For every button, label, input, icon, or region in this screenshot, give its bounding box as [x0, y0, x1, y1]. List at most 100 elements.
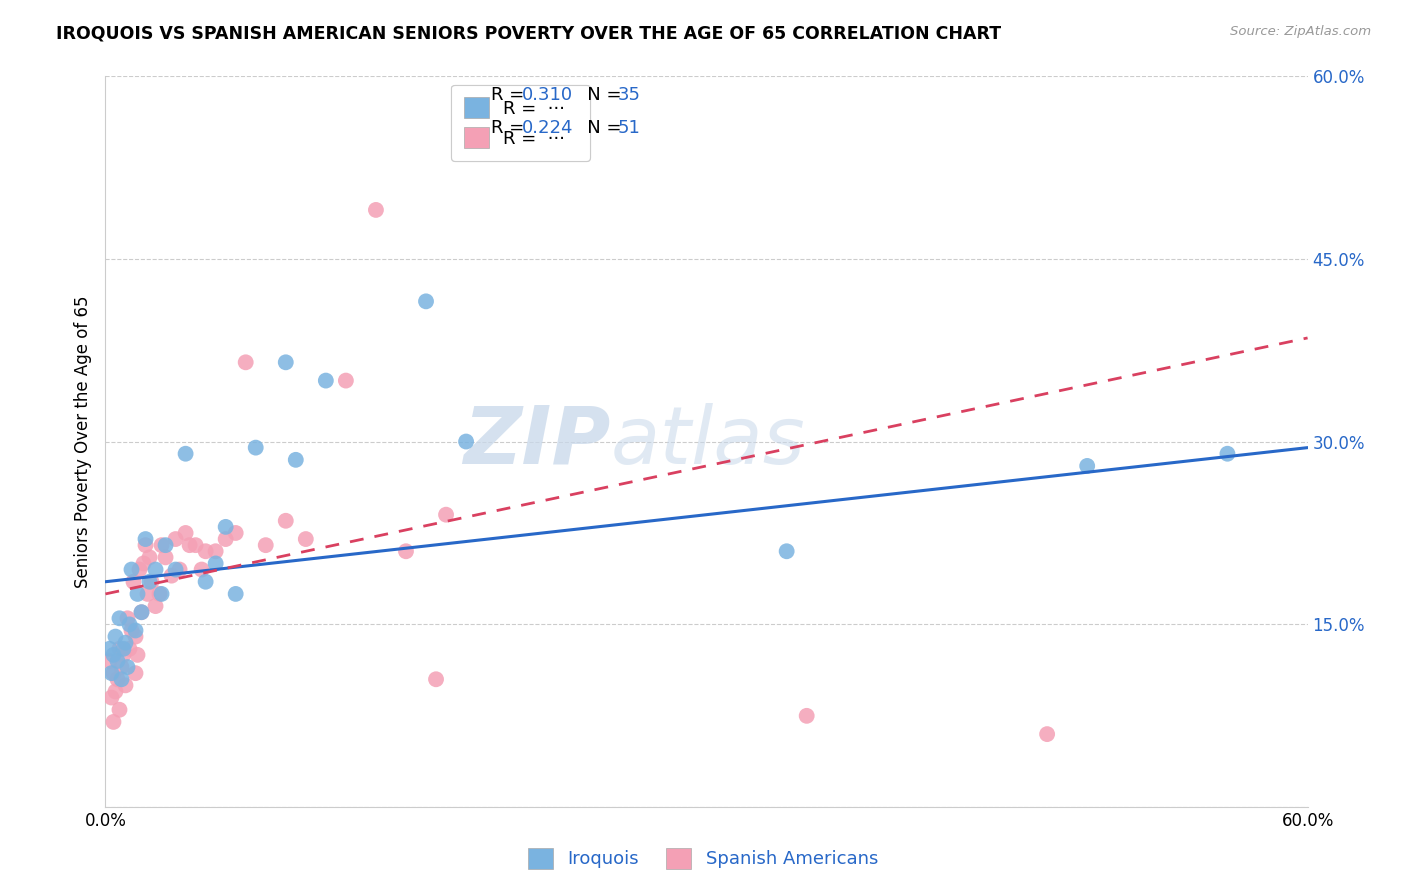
Point — [434, 508, 457, 522]
Point — [245, 441, 267, 455]
Point — [117, 611, 139, 625]
Point — [128, 563, 150, 577]
Point — [179, 538, 201, 552]
Point — [184, 538, 207, 552]
Point — [131, 605, 153, 619]
Point — [155, 538, 177, 552]
Point — [174, 447, 197, 461]
Point — [136, 587, 159, 601]
Point — [110, 673, 132, 687]
Point — [107, 654, 129, 668]
Point — [254, 538, 277, 552]
Point — [165, 532, 187, 546]
Point — [124, 624, 146, 638]
Point — [124, 630, 146, 644]
Point — [214, 520, 236, 534]
Point — [204, 544, 226, 558]
Point — [132, 557, 155, 571]
Point — [160, 568, 183, 582]
Point — [454, 434, 477, 449]
Text: 51: 51 — [617, 119, 641, 136]
Point — [112, 648, 135, 662]
Text: R =: R = — [491, 87, 530, 104]
Text: R =: R = — [491, 119, 530, 136]
Point — [131, 605, 153, 619]
Text: IROQUOIS VS SPANISH AMERICAN SENIORS POVERTY OVER THE AGE OF 65 CORRELATION CHAR: IROQUOIS VS SPANISH AMERICAN SENIORS POV… — [56, 25, 1001, 43]
Point — [108, 703, 131, 717]
Point — [103, 648, 125, 662]
Point — [194, 574, 217, 589]
Point — [204, 557, 226, 571]
Legend: Iroquois, Spanish Americans: Iroquois, Spanish Americans — [520, 840, 886, 876]
Point — [194, 544, 217, 558]
Point — [127, 587, 149, 601]
Point — [124, 666, 146, 681]
Text: atlas: atlas — [610, 402, 806, 481]
Point — [145, 599, 167, 614]
Text: N =: N = — [569, 87, 627, 104]
Point — [98, 654, 121, 668]
Point — [112, 641, 135, 656]
Point — [148, 587, 170, 601]
Text: 0.310: 0.310 — [522, 87, 574, 104]
Point — [335, 374, 357, 388]
Point — [776, 544, 799, 558]
Point — [141, 574, 163, 589]
Point — [1216, 447, 1239, 461]
Text: ZIP: ZIP — [463, 402, 610, 481]
Point — [122, 574, 145, 589]
Point — [415, 294, 437, 309]
Point — [364, 202, 387, 217]
Point — [135, 538, 157, 552]
Point — [796, 708, 818, 723]
Point — [1036, 727, 1059, 741]
Point — [121, 563, 143, 577]
Point — [118, 641, 141, 656]
Point — [165, 563, 187, 577]
Point — [214, 532, 236, 546]
Point — [138, 550, 160, 565]
Point — [107, 673, 129, 687]
Point — [108, 641, 131, 656]
Point — [98, 641, 121, 656]
Point — [274, 514, 297, 528]
Point — [138, 574, 160, 589]
Text: 35: 35 — [617, 87, 641, 104]
Point — [274, 355, 297, 369]
Text: N =: N = — [569, 119, 627, 136]
Point — [104, 684, 127, 698]
Point — [174, 525, 197, 540]
Point — [117, 660, 139, 674]
Point — [425, 673, 447, 687]
Point — [108, 611, 131, 625]
Point — [127, 648, 149, 662]
Point — [395, 544, 418, 558]
Y-axis label: Seniors Poverty Over the Age of 65: Seniors Poverty Over the Age of 65 — [73, 295, 91, 588]
Point — [100, 666, 122, 681]
Point — [150, 538, 173, 552]
Point — [225, 587, 247, 601]
Point — [190, 563, 212, 577]
Point — [145, 563, 167, 577]
Point — [110, 660, 132, 674]
Point — [121, 624, 143, 638]
Point — [103, 714, 125, 729]
Point — [114, 635, 136, 649]
Point — [103, 666, 125, 681]
Point — [169, 563, 191, 577]
Point — [1076, 458, 1098, 473]
Point — [150, 587, 173, 601]
Point — [104, 630, 127, 644]
Point — [315, 374, 337, 388]
Point — [118, 617, 141, 632]
Point — [295, 532, 318, 546]
Text: Source: ZipAtlas.com: Source: ZipAtlas.com — [1230, 25, 1371, 38]
Point — [155, 550, 177, 565]
Legend: R =  ···  , R =  ···  : R = ··· , R = ··· — [451, 85, 589, 161]
Point — [114, 678, 136, 692]
Point — [100, 690, 122, 705]
Point — [135, 532, 157, 546]
Point — [225, 525, 247, 540]
Point — [235, 355, 257, 369]
Point — [284, 453, 307, 467]
